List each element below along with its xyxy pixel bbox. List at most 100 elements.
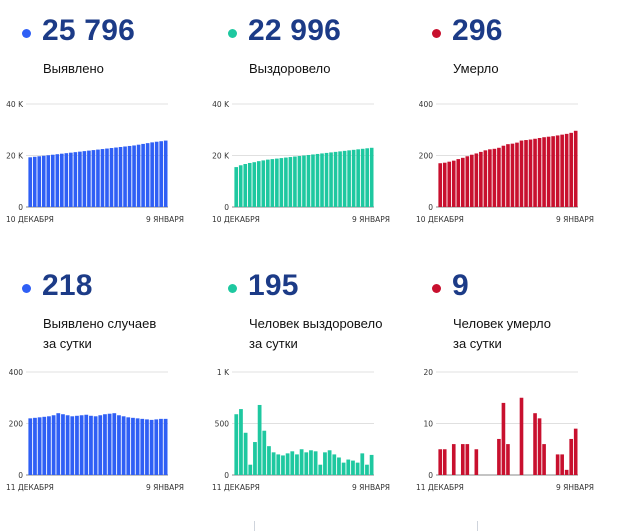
bar bbox=[284, 157, 288, 207]
bar bbox=[82, 151, 87, 207]
bar bbox=[510, 143, 515, 207]
bar bbox=[537, 137, 542, 207]
bar bbox=[270, 159, 275, 207]
bar bbox=[61, 414, 65, 475]
bar bbox=[465, 156, 470, 207]
bar bbox=[302, 155, 306, 207]
stat-value: 218 bbox=[42, 269, 93, 302]
bar bbox=[365, 464, 369, 475]
bar bbox=[145, 419, 149, 475]
stat-label: Человек выздоровело bbox=[249, 316, 383, 331]
bar-chart: 0 20 K 40 K 10 ДЕКАБРЯ 9 ЯНВАРЯ bbox=[6, 100, 184, 224]
bar bbox=[238, 165, 243, 207]
y-tick-label: 20 bbox=[423, 368, 433, 377]
bar bbox=[474, 153, 479, 207]
bar bbox=[564, 469, 569, 475]
bar bbox=[247, 162, 252, 207]
bar bbox=[309, 450, 313, 475]
stat-value: 9 bbox=[452, 269, 469, 302]
bar bbox=[560, 454, 564, 475]
bar bbox=[332, 454, 337, 475]
bar bbox=[542, 137, 546, 207]
bar bbox=[243, 432, 248, 475]
bar bbox=[163, 140, 168, 207]
bar bbox=[262, 430, 267, 475]
bar bbox=[320, 153, 324, 207]
bar bbox=[460, 157, 465, 207]
bar bbox=[351, 149, 356, 207]
y-tick-label: 0 bbox=[428, 203, 433, 212]
bar bbox=[87, 150, 91, 207]
bar bbox=[447, 161, 452, 207]
stat-value: 25 796 bbox=[42, 14, 135, 47]
legend-dot bbox=[228, 29, 237, 38]
bar bbox=[96, 149, 100, 207]
bar bbox=[488, 149, 492, 207]
bar bbox=[150, 142, 154, 207]
bar-chart: 0 20 K 40 K 10 ДЕКАБРЯ 9 ЯНВАРЯ bbox=[212, 100, 390, 224]
bar bbox=[51, 415, 56, 475]
bar bbox=[93, 416, 98, 475]
y-tick-label: 400 bbox=[9, 368, 24, 377]
bar-chart: 0 200 400 11 ДЕКАБРЯ 9 ЯНВАРЯ bbox=[6, 368, 184, 492]
bar bbox=[123, 146, 127, 207]
bar bbox=[78, 151, 82, 207]
bar bbox=[551, 136, 555, 207]
footer-divider-right bbox=[477, 521, 478, 531]
bar bbox=[89, 415, 93, 475]
y-tick-label: 500 bbox=[215, 420, 230, 429]
bar bbox=[297, 156, 302, 207]
bar bbox=[132, 145, 136, 207]
bar bbox=[100, 149, 105, 207]
x-end-date: 9 ЯНВАРЯ bbox=[146, 483, 184, 492]
y-tick-label: 0 bbox=[428, 471, 433, 480]
bar bbox=[338, 151, 342, 207]
bar bbox=[248, 464, 253, 475]
bar bbox=[564, 133, 569, 207]
bar bbox=[501, 402, 506, 475]
bar bbox=[360, 453, 365, 475]
y-tick-label: 1 K bbox=[217, 368, 230, 377]
bar bbox=[91, 150, 96, 207]
stat-label: за сутки bbox=[249, 336, 298, 351]
bar bbox=[41, 155, 46, 207]
bar bbox=[315, 153, 320, 207]
bar bbox=[234, 414, 239, 475]
bar bbox=[290, 451, 295, 475]
y-tick-label: 0 bbox=[224, 471, 229, 480]
bar bbox=[112, 413, 117, 475]
bar bbox=[524, 140, 528, 207]
y-tick-label: 0 bbox=[18, 203, 23, 212]
bar bbox=[103, 414, 107, 475]
y-tick-label: 200 bbox=[9, 420, 24, 429]
bar bbox=[75, 415, 79, 475]
bar bbox=[154, 141, 159, 207]
bar bbox=[546, 136, 551, 207]
x-end-date: 9 ЯНВАРЯ bbox=[352, 215, 390, 224]
bar bbox=[342, 150, 347, 207]
bar bbox=[369, 147, 374, 207]
bar bbox=[271, 452, 276, 475]
bar bbox=[569, 132, 573, 207]
bar bbox=[261, 160, 266, 207]
bar bbox=[253, 442, 257, 475]
bar bbox=[573, 130, 578, 207]
bar bbox=[163, 418, 168, 475]
bar bbox=[127, 145, 132, 207]
y-tick-label: 400 bbox=[419, 100, 434, 109]
bar bbox=[267, 446, 271, 475]
bar bbox=[281, 455, 285, 475]
bar bbox=[37, 417, 42, 475]
x-start-date: 10 ДЕКАБРЯ bbox=[212, 215, 260, 224]
bar bbox=[356, 149, 360, 207]
bar bbox=[105, 148, 109, 207]
bar bbox=[318, 464, 323, 475]
bar bbox=[257, 404, 262, 475]
bar bbox=[118, 147, 123, 207]
bar bbox=[528, 139, 533, 207]
x-start-date: 11 ДЕКАБРЯ bbox=[416, 483, 464, 492]
stat-label: Выявлено случаев bbox=[43, 316, 157, 331]
bar bbox=[460, 444, 465, 475]
bar bbox=[346, 459, 351, 475]
bar bbox=[28, 157, 33, 207]
